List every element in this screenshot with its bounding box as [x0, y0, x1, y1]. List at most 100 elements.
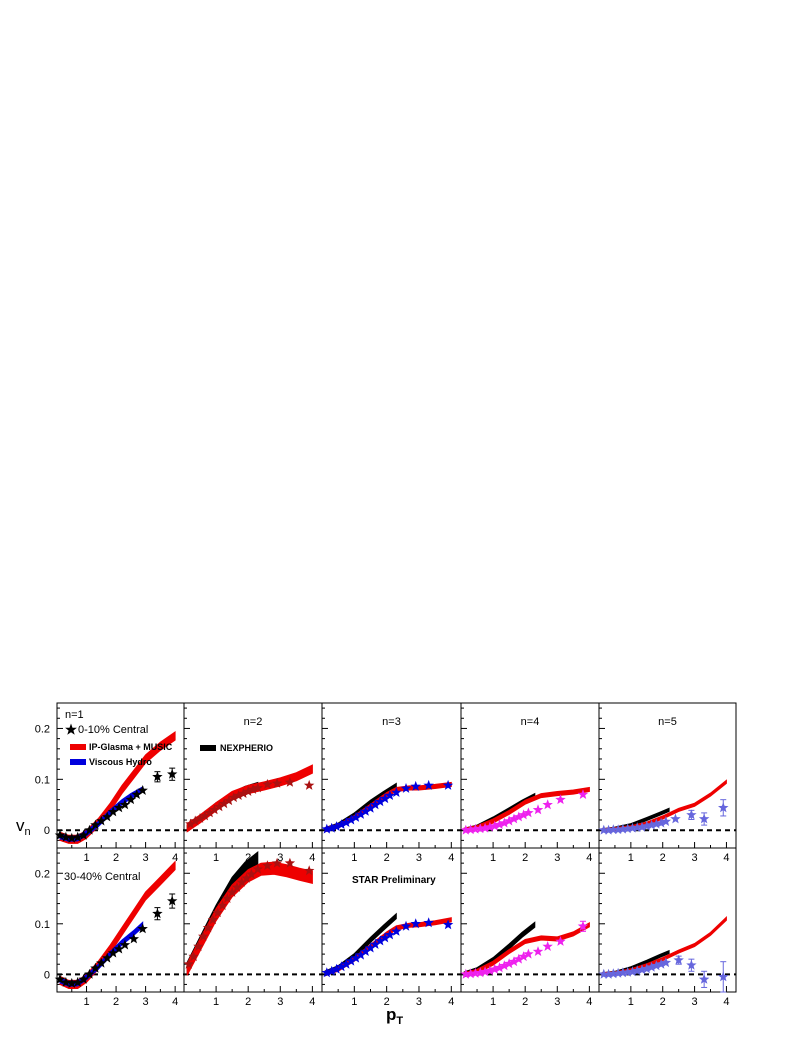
data-point-star: [72, 976, 83, 987]
data-point-star: [137, 923, 148, 934]
panel-r0-c4: 1 2 3 4 n=5: [598, 702, 737, 864]
data-point-star: [479, 822, 491, 833]
data-point-star: [494, 819, 505, 829]
data-point-star: [360, 805, 371, 816]
data-point-star: [627, 966, 638, 977]
data-point-star: [442, 919, 454, 930]
data-point-star: [167, 895, 178, 906]
x-axis-title: pT: [386, 1005, 403, 1027]
data-point-star: [598, 968, 609, 979]
data-point-star: [190, 815, 201, 826]
panel-r1-c4: 1 2 3 4: [598, 847, 737, 1008]
y-tick-label: 0.1: [35, 774, 50, 786]
data-point-star: [107, 806, 119, 817]
data-point-star: [321, 823, 333, 834]
panel-label: n=1: [65, 709, 84, 721]
x-tick-label: 3: [143, 852, 149, 864]
data-point-star: [627, 822, 638, 833]
data-point-star: [119, 799, 131, 810]
data-point-star: [508, 813, 520, 824]
x-tick-label: 4: [723, 852, 729, 864]
data-point-star: [698, 813, 710, 824]
x-tick-label: 1: [490, 852, 496, 864]
ipglasma-band: [186, 764, 313, 833]
data-point-star: [641, 963, 652, 974]
data-point-star: [217, 900, 228, 910]
data-point-star: [612, 967, 624, 978]
data-point-star: [503, 958, 515, 969]
data-point-star: [646, 819, 657, 830]
x-tick-label: 1: [351, 996, 357, 1008]
data-point-star: [391, 787, 402, 797]
x-tick-label: 2: [384, 996, 390, 1008]
data-point-star: [341, 958, 352, 969]
x-tick-label: 2: [522, 996, 528, 1008]
x-tick-label: 1: [628, 852, 634, 864]
data-point-star: [331, 963, 342, 974]
data-point-star: [284, 776, 296, 787]
x-tick-label: 4: [723, 996, 729, 1008]
data-point-star: [78, 973, 89, 984]
data-point-star: [660, 816, 672, 826]
panel-r0-c0: 1 2 3 4 0 0.1 0.2 n=1: [35, 702, 185, 864]
data-point-star: [54, 973, 66, 984]
data-point-star: [718, 971, 729, 982]
data-point-star: [72, 831, 83, 842]
x-tick-label: 4: [448, 852, 454, 864]
data-point-star: [355, 808, 366, 819]
data-point-star: [646, 961, 657, 972]
data-point-star: [489, 963, 500, 974]
preliminary-label: STAR Preliminary: [352, 875, 436, 886]
data-point-star: [185, 818, 196, 829]
data-point-star: [60, 976, 72, 987]
data-point-star: [384, 790, 396, 800]
y-tick-label: 0.2: [35, 868, 50, 880]
x-tick-label: 3: [416, 852, 422, 864]
ipglasma-band: [463, 786, 590, 833]
data-point-star: [499, 817, 510, 828]
data-point-star: [375, 796, 386, 807]
data-point-star: [442, 779, 454, 790]
data-point-star: [499, 960, 510, 971]
x-tick-label: 3: [692, 996, 698, 1008]
data-point-star: [193, 941, 204, 951]
data-point-star: [188, 951, 199, 962]
data-point-star: [641, 820, 652, 831]
panel-label: n=2: [244, 716, 263, 728]
data-point-star: [365, 802, 376, 813]
data-point-star: [523, 948, 534, 959]
panel-frame: [598, 847, 737, 993]
y-tick-label: 0.1: [35, 919, 50, 931]
data-point-star: [194, 813, 206, 823]
data-point-star: [465, 824, 476, 835]
data-point-star: [532, 804, 544, 815]
data-point-star: [655, 958, 667, 969]
data-point-star: [460, 824, 471, 835]
x-tick-label: 2: [113, 996, 119, 1008]
data-point-star: [209, 804, 220, 815]
data-point-star: [475, 823, 486, 834]
x-tick-label: 3: [692, 852, 698, 864]
data-point-star: [484, 821, 496, 832]
data-point-star: [350, 812, 362, 822]
data-point-star: [341, 817, 352, 827]
data-point-star: [391, 925, 402, 936]
panel-r1-c1: 1 2 3 4: [183, 847, 323, 1008]
axes-titles: vn pT: [16, 816, 403, 1027]
data-point-star: [199, 810, 211, 821]
x-tick-label: 2: [660, 996, 666, 1008]
data-point-star: [236, 876, 247, 887]
data-point-star: [651, 818, 662, 829]
data-point-star: [84, 824, 95, 835]
data-point-star: [410, 780, 421, 791]
data-point-star: [632, 822, 643, 833]
data-point-star: [608, 824, 619, 835]
data-point-star: [204, 807, 215, 818]
centrality-label-top: 0-10% Central: [78, 724, 148, 736]
data-point-star: [365, 942, 376, 953]
data-point-star: [152, 908, 163, 919]
data-point-star: [673, 954, 684, 965]
data-point-star: [167, 768, 178, 779]
data-point-star: [598, 824, 609, 835]
